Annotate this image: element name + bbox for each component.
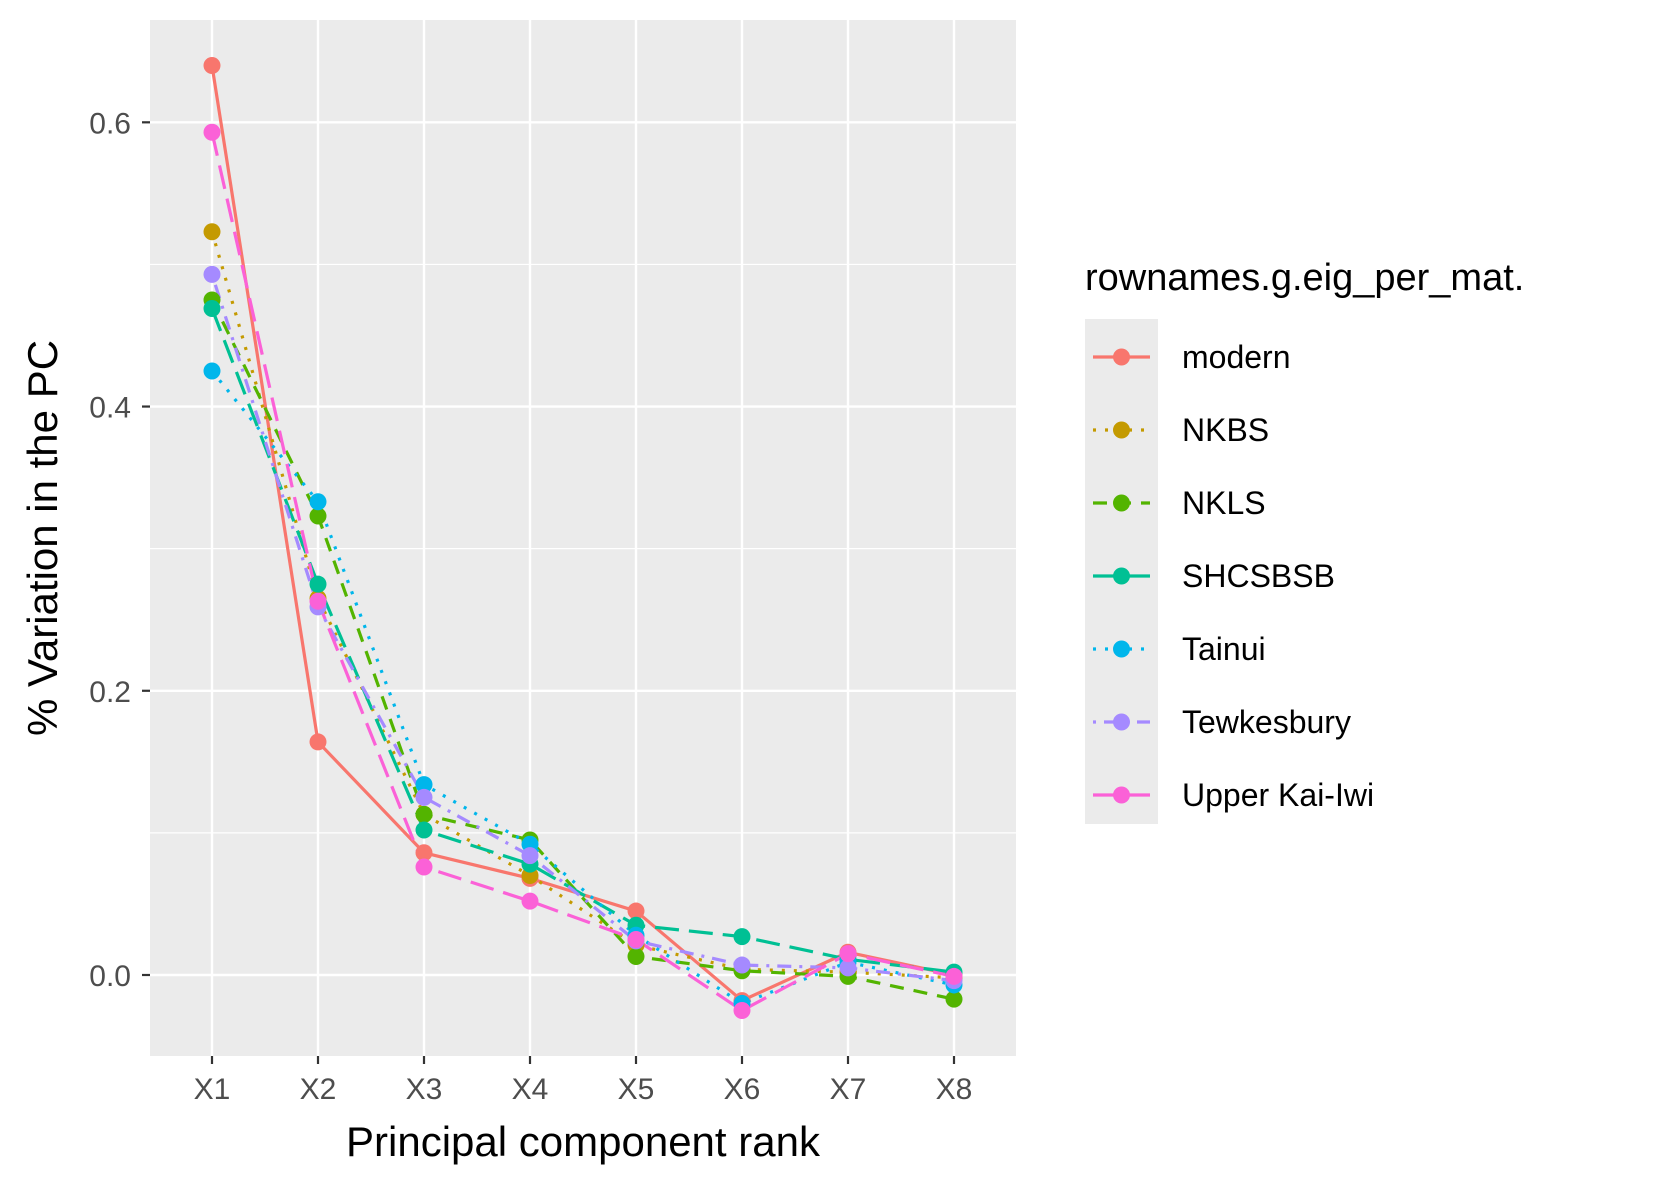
y-tick-label: 0.0 — [89, 960, 131, 993]
data-point — [415, 844, 433, 862]
data-point — [203, 56, 221, 74]
data-point — [733, 956, 751, 974]
data-point — [627, 902, 645, 920]
data-point — [309, 493, 327, 511]
x-axis-title: Principal component rank — [346, 1118, 821, 1165]
legend-label: Tewkesbury — [1182, 704, 1351, 740]
data-point — [415, 858, 433, 876]
data-point — [309, 592, 327, 610]
series-line — [210, 131, 955, 1013]
x-axis: X1 X2 X3 X4 X5 X6 X7 X8 — [194, 1056, 973, 1106]
legend-key-point — [1113, 713, 1130, 731]
legend-key-point — [1113, 348, 1130, 366]
legend-title: rownames.g.eig_per_mat. — [1085, 257, 1524, 299]
x-tick-label: X4 — [512, 1073, 549, 1106]
x-tick-label: X2 — [300, 1073, 337, 1106]
legend-label: NKLS — [1182, 485, 1266, 521]
data-point — [521, 892, 539, 910]
data-point — [309, 507, 327, 525]
x-tick-label: X3 — [406, 1073, 443, 1106]
data-point — [415, 776, 433, 794]
legend-items: modern NKBS NKLS SHCSBSB Tainui Tewkesbury Upp… — [1093, 339, 1374, 813]
series-line — [210, 273, 955, 983]
legend-key-point — [1113, 786, 1130, 804]
x-tick-label: X8 — [936, 1073, 973, 1106]
data-point — [415, 821, 433, 839]
data-point — [627, 930, 645, 948]
y-tick-label: 0.2 — [89, 676, 131, 709]
legend-label: modern — [1182, 339, 1291, 375]
data-point — [203, 265, 221, 283]
data-point — [733, 928, 751, 946]
legend-label: Upper Kai-Iwi — [1182, 777, 1374, 813]
data-point — [203, 223, 221, 241]
series-line — [210, 299, 955, 1001]
y-axis: 0.0 0.2 0.4 0.6 — [89, 107, 150, 993]
data-point — [945, 990, 963, 1008]
series-line — [210, 231, 955, 980]
plot-panel — [150, 20, 1016, 1056]
x-tick-label: X7 — [830, 1073, 867, 1106]
data-point — [839, 945, 857, 963]
data-point — [309, 733, 327, 751]
y-tick-label: 0.6 — [89, 107, 131, 140]
legend-key-point — [1113, 640, 1130, 658]
legend-label: SHCSBSB — [1182, 558, 1335, 594]
legend-key-point — [1113, 567, 1130, 585]
y-tick-label: 0.4 — [89, 392, 131, 425]
legend-key-point — [1113, 421, 1130, 439]
legend-label: Tainui — [1182, 631, 1266, 667]
data-point — [309, 575, 327, 593]
legend-key-point — [1113, 494, 1130, 512]
series-layer — [203, 56, 963, 1020]
data-point — [203, 123, 221, 141]
legend-label: NKBS — [1182, 412, 1269, 448]
data-point — [203, 299, 221, 317]
data-point — [945, 967, 963, 985]
data-point — [733, 1002, 751, 1020]
legend: rownames.g.eig_per_mat. modern NKBS NKLS SH… — [1085, 257, 1524, 824]
data-point — [627, 948, 645, 966]
data-point — [415, 788, 433, 806]
y-axis-title: % Variation in the PC — [19, 340, 66, 736]
series-line — [210, 370, 955, 1006]
x-tick-label: X5 — [618, 1073, 655, 1106]
x-tick-label: X1 — [194, 1073, 231, 1106]
data-point — [415, 805, 433, 823]
series-line — [210, 307, 955, 974]
data-point — [521, 847, 539, 865]
data-point — [839, 959, 857, 977]
data-point — [203, 362, 221, 380]
x-tick-label: X6 — [724, 1073, 761, 1106]
